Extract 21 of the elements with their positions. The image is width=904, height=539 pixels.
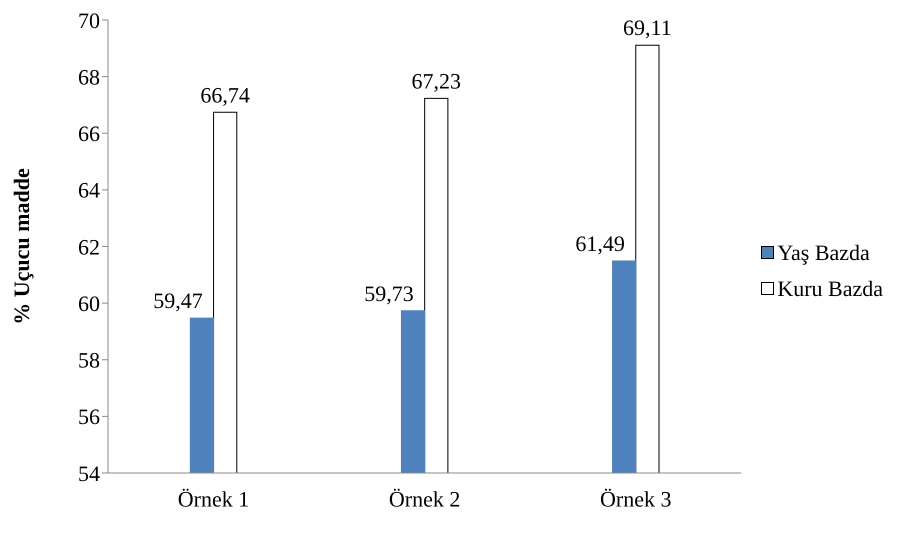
legend-label: Yaş Bazda xyxy=(777,240,870,266)
y-tick-label: 58 xyxy=(78,348,100,373)
x-tick-label: Örnek 3 xyxy=(600,486,672,512)
data-label: 66,74 xyxy=(200,82,250,108)
data-label: 67,23 xyxy=(412,68,462,94)
legend-label: Kuru Bazda xyxy=(777,276,883,302)
y-tick-label: 60 xyxy=(78,290,100,316)
y-axis-title: % Uçucu madde xyxy=(8,168,34,325)
y-tick-label: 66 xyxy=(78,121,100,146)
y-tick-label: 62 xyxy=(78,234,100,260)
y-tick-label: 70 xyxy=(78,8,100,33)
y-tick-label: 54 xyxy=(78,460,100,486)
data-label: 59,73 xyxy=(364,280,414,306)
x-tick-label: Örnek 1 xyxy=(178,486,250,512)
data-label: 59,47 xyxy=(153,288,203,314)
data-label: 69,11 xyxy=(623,15,672,40)
x-tick-label: Örnek 2 xyxy=(388,486,460,512)
data-label: 61,49 xyxy=(575,230,625,256)
y-tick-label: 64 xyxy=(78,178,100,203)
y-tick-label: 56 xyxy=(78,404,100,430)
y-tick-label: 68 xyxy=(78,64,100,90)
